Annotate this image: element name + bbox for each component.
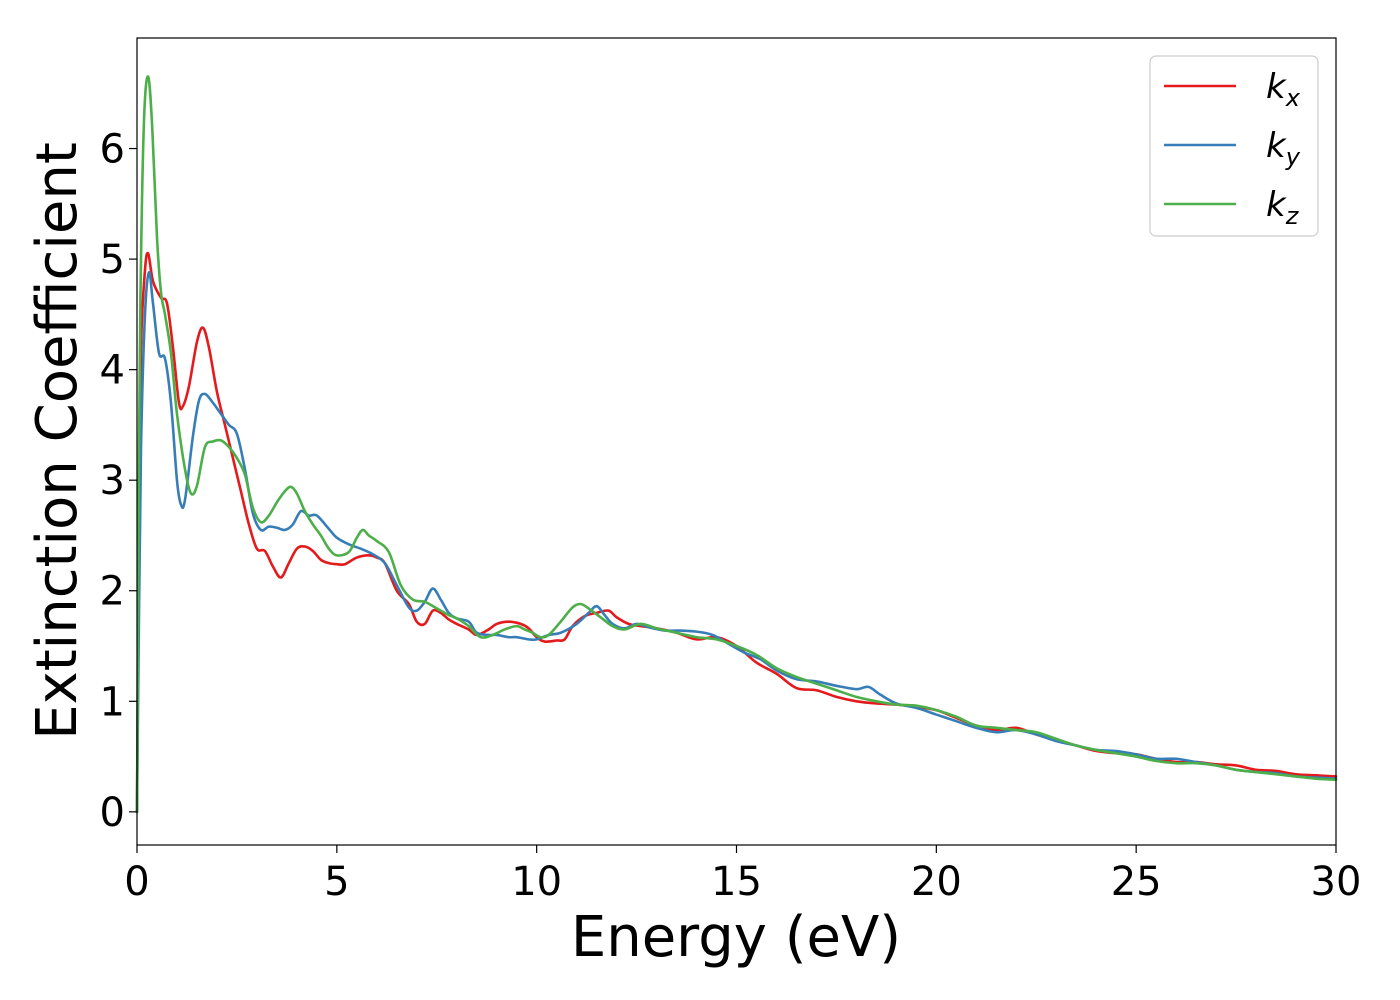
legend-label-subscript: z xyxy=(1285,202,1300,230)
x-tick-label-20: 20 xyxy=(911,859,962,905)
x-tick-label-30: 30 xyxy=(1311,859,1362,905)
legend-label-base: k xyxy=(1266,185,1287,225)
y-tick-label-3: 3 xyxy=(100,458,125,504)
legend-label-subscript: y xyxy=(1285,143,1301,171)
x-tick-label-0: 0 xyxy=(124,859,149,905)
x-tick-label-15: 15 xyxy=(711,859,762,905)
series-layer xyxy=(135,75,1338,814)
series-line-kz xyxy=(135,75,1338,814)
y-tick-label-6: 6 xyxy=(100,127,125,173)
x-tick-label-25: 25 xyxy=(1111,859,1162,905)
y-tick-label-0: 0 xyxy=(100,790,125,836)
x-axis-title: Energy (eV) xyxy=(571,905,901,970)
legend-label-ky: ky xyxy=(1266,126,1301,171)
series-line-ky xyxy=(135,271,1338,814)
legend-label-kz: kz xyxy=(1266,185,1300,230)
y-tick-label-1: 1 xyxy=(100,679,125,725)
y-tick-label-4: 4 xyxy=(100,348,125,394)
y-tick-label-5: 5 xyxy=(100,237,125,283)
legend-label-base: k xyxy=(1266,126,1287,166)
x-axis: 0 5 10 15 20 25 30 xyxy=(124,845,1361,905)
legend-label-subscript: x xyxy=(1285,84,1301,112)
y-axis-title: Extinction Coefficient xyxy=(25,142,90,740)
legend-label-kx: kx xyxy=(1266,67,1301,112)
x-tick-label-10: 10 xyxy=(511,859,562,905)
legend-label-base: k xyxy=(1266,67,1287,107)
x-tick-label-5: 5 xyxy=(324,859,349,905)
y-axis: 0 1 2 3 4 5 6 xyxy=(100,127,137,836)
series-line-kx xyxy=(135,251,1338,814)
y-tick-label-2: 2 xyxy=(100,569,125,615)
